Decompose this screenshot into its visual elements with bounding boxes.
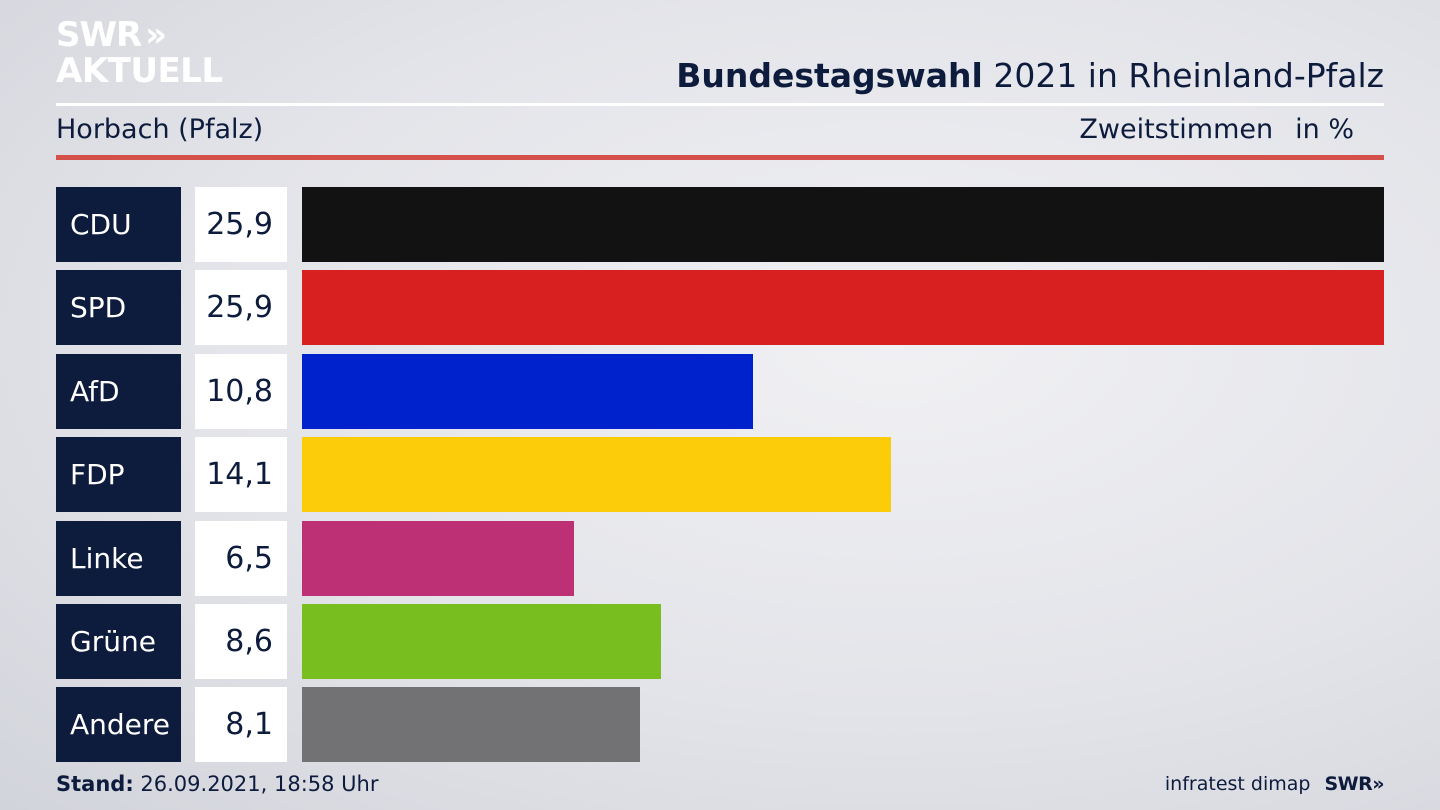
logo-aktuell-text: AKTUELL [56,51,223,91]
chart-row-afd: AfD 10,8 [56,354,1384,429]
bar [302,187,1384,262]
party-label: FDP [56,437,181,512]
chart-row-cdu: CDU 25,9 [56,187,1384,262]
value-label: 6,5 [195,521,287,596]
stand-label: Stand: [56,772,134,796]
logo-chevron-icon: » [145,15,167,55]
source-credits: infratest dimap SWR» [1164,773,1385,795]
logo-swr-text: SWR [56,15,142,55]
timestamp: Stand: 26.09.2021, 18:58 Uhr [56,772,379,796]
measure-unit: in % [1295,114,1354,145]
value-label: 25,9 [195,187,287,262]
bar [302,604,661,679]
chart-row-grüne: Grüne 8,6 [56,604,1384,679]
value-label: 25,9 [195,270,287,345]
location-label: Horbach (Pfalz) [56,114,264,145]
title-bold: Bundestagswahl [676,56,983,95]
source-label: infratest dimap [1164,773,1311,795]
chart-row-spd: SPD 25,9 [56,270,1384,345]
chart-title: Bundestagswahl 2021 in Rheinland-Pfalz [676,56,1384,95]
bar [302,437,891,512]
bar [302,687,640,762]
swr-aktuell-logo: SWR » AKTUELL [56,16,223,90]
measure-name: Zweitstimmen [1079,114,1274,145]
party-label: Linke [56,521,181,596]
chart-row-fdp: FDP 14,1 [56,437,1384,512]
chart-row-andere: Andere 8,1 [56,687,1384,762]
party-label: Andere [56,687,181,762]
party-label: Grüne [56,604,181,679]
value-label: 8,6 [195,604,287,679]
chart-row-linke: Linke 6,5 [56,521,1384,596]
party-label: AfD [56,354,181,429]
bar [302,354,753,429]
value-label: 14,1 [195,437,287,512]
party-label: CDU [56,187,181,262]
swr-small-logo: SWR» [1324,773,1384,795]
bar [302,521,574,596]
measure-label: Zweitstimmen in % [1079,114,1354,145]
party-label: SPD [56,270,181,345]
stand-value: 26.09.2021, 18:58 Uhr [133,772,379,796]
value-label: 10,8 [195,354,287,429]
title-rest: 2021 in Rheinland-Pfalz [982,56,1384,95]
accent-divider [56,155,1384,160]
bar [302,270,1384,345]
value-label: 8,1 [195,687,287,762]
header-divider [56,103,1384,106]
